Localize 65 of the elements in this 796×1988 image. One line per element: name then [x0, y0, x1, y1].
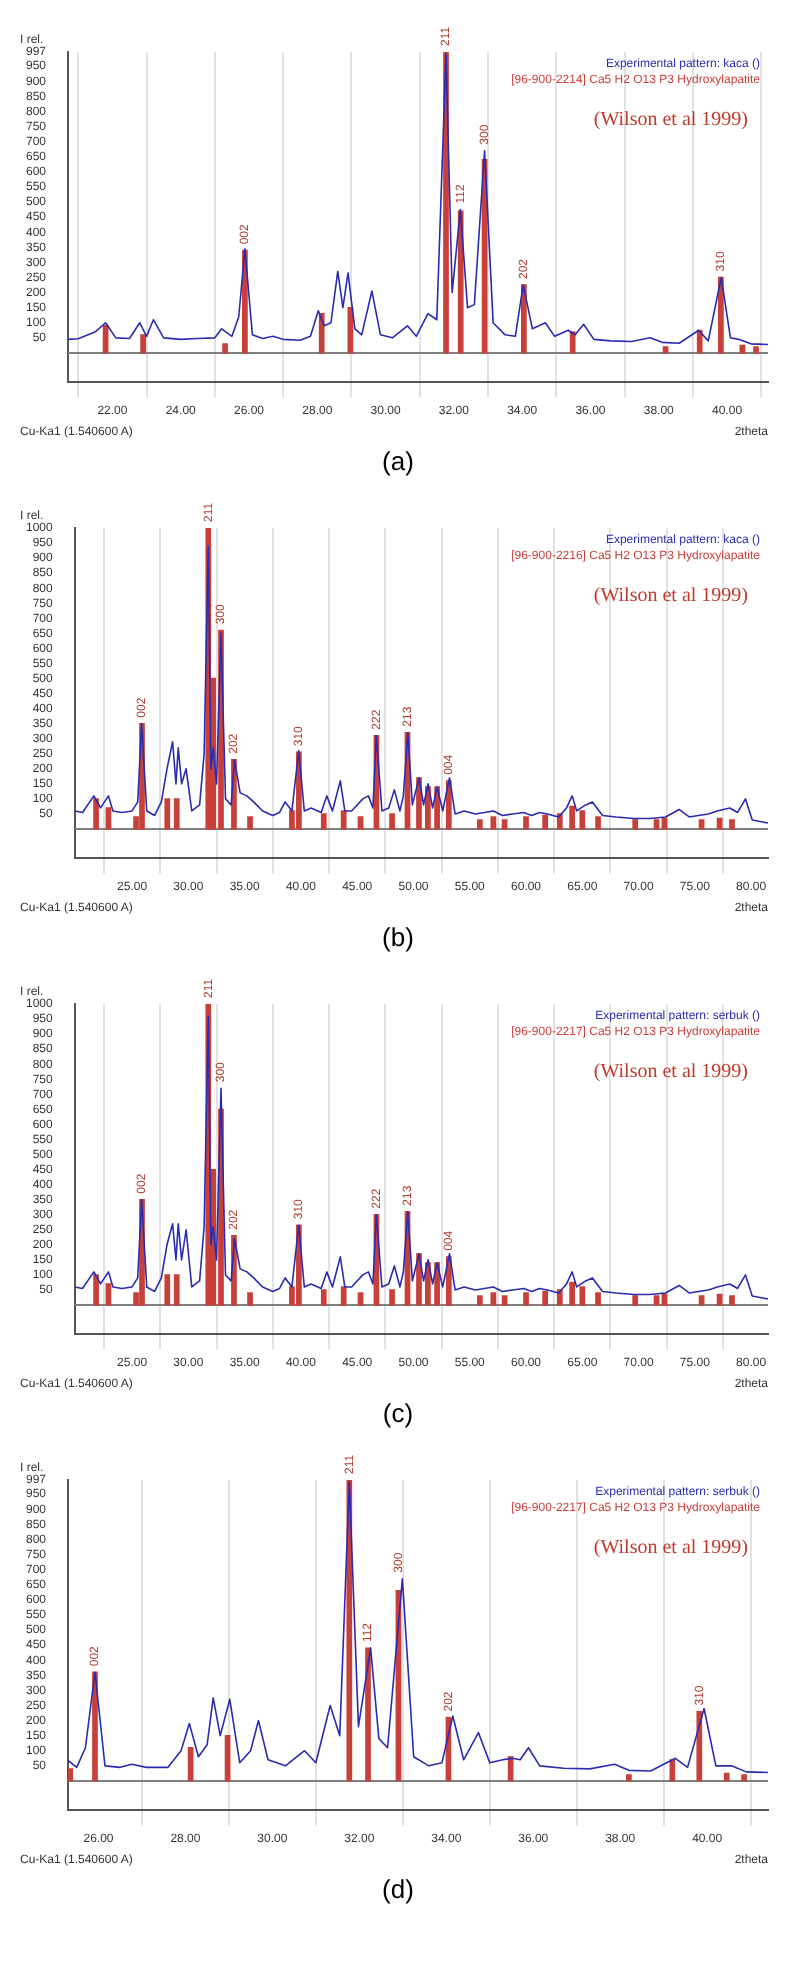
- bar: [320, 1289, 327, 1306]
- text: (b): [380, 920, 416, 956]
- bar: [579, 810, 586, 830]
- bar: [247, 816, 253, 830]
- bar: [93, 1274, 99, 1306]
- bar: [105, 807, 112, 830]
- bar: [595, 1292, 601, 1306]
- annotation: (Wilson et al 1999): [593, 585, 748, 608]
- bar: [357, 816, 364, 830]
- bar: [698, 819, 705, 830]
- text: (c): [380, 1396, 416, 1432]
- bar: [490, 816, 497, 830]
- bar: [318, 313, 325, 354]
- bar: [477, 819, 483, 830]
- bar: [93, 798, 99, 830]
- bar: [140, 334, 146, 354]
- bar: [595, 816, 601, 830]
- bar: [653, 819, 660, 830]
- bar: [669, 1759, 676, 1782]
- bar: [556, 813, 563, 830]
- bar: [365, 1647, 371, 1782]
- bar: [729, 1295, 735, 1306]
- bar: [753, 346, 759, 354]
- bar: [320, 813, 327, 830]
- bar: [222, 343, 228, 354]
- bar: [389, 813, 395, 830]
- bar: [501, 819, 508, 830]
- bar: [653, 1295, 660, 1306]
- bar: [696, 1710, 703, 1782]
- bar: [632, 1295, 639, 1306]
- bar: [696, 329, 703, 354]
- bar: [105, 1283, 112, 1306]
- bar: [164, 798, 171, 830]
- bar: [723, 1772, 730, 1782]
- annotation: (Wilson et al 1999): [593, 1061, 748, 1084]
- annotation: (Wilson et al 1999): [593, 1537, 748, 1560]
- bar: [542, 814, 549, 830]
- bar: [164, 1274, 171, 1306]
- bar: [523, 816, 529, 830]
- text: (a): [380, 444, 416, 480]
- bar: [579, 1286, 586, 1306]
- bar: [173, 1274, 180, 1306]
- bar: [741, 1774, 747, 1782]
- bar: [477, 1295, 483, 1306]
- bar: [389, 1289, 395, 1306]
- bar: [632, 819, 639, 830]
- bar: [542, 1290, 549, 1306]
- bar: [626, 1774, 632, 1782]
- text: (d): [380, 1872, 416, 1908]
- bar: [357, 1292, 364, 1306]
- bar: [501, 1295, 508, 1306]
- annotation: (Wilson et al 1999): [593, 109, 748, 132]
- bar: [729, 819, 735, 830]
- bar: [173, 798, 180, 830]
- bar: [662, 346, 669, 354]
- bar: [340, 1286, 347, 1306]
- bar: [340, 810, 347, 830]
- bar: [569, 1281, 576, 1306]
- bar: [698, 1295, 705, 1306]
- bar: [569, 805, 576, 830]
- bar: [490, 1292, 497, 1306]
- bar: [569, 331, 576, 354]
- bar: [556, 1289, 563, 1306]
- bar: [247, 1292, 253, 1306]
- bar: [523, 1292, 529, 1306]
